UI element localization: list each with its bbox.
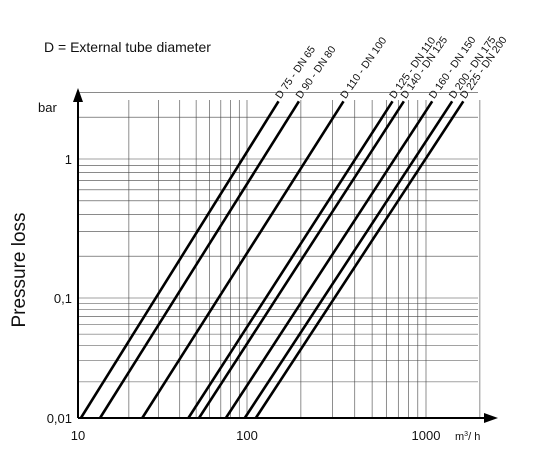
axes [73,88,498,423]
series-line [141,100,345,419]
tick-labels: 10 100 1000 0,01 0,1 1 [47,152,441,443]
y-axis-label: Pressure loss [9,212,30,327]
x-unit-label: m3/ h [455,431,480,443]
series-line [224,100,434,419]
y-tick-label: 0,01 [47,411,72,426]
note-text: D = External tube diameter [44,39,211,55]
y-tick-label: 0,1 [54,291,72,306]
y-axis-arrow [73,88,83,102]
series-line [197,100,405,419]
series-labels: D 75 - DN 65D 90 - DN 80 D 110 - DN 100D … [273,34,510,101]
x-unit-rest: / h [468,431,480,443]
series-label: D 110 - DN 100 [338,35,389,101]
x-axis-arrow [484,413,498,423]
grid [78,92,481,418]
x-tick-label: 10 [71,428,85,443]
series-line [79,100,280,419]
series-line [254,100,465,419]
x-tick-label: 100 [236,428,258,443]
x-tick-label: 1000 [412,428,441,443]
x-unit-sup: 3 [464,431,468,438]
series-line [243,100,454,419]
x-unit-base: m [455,431,464,443]
y-unit-label: bar [38,100,57,115]
series-line [98,100,301,419]
series-lines [79,100,465,419]
series-line [187,100,394,419]
y-tick-label: 1 [65,152,72,167]
